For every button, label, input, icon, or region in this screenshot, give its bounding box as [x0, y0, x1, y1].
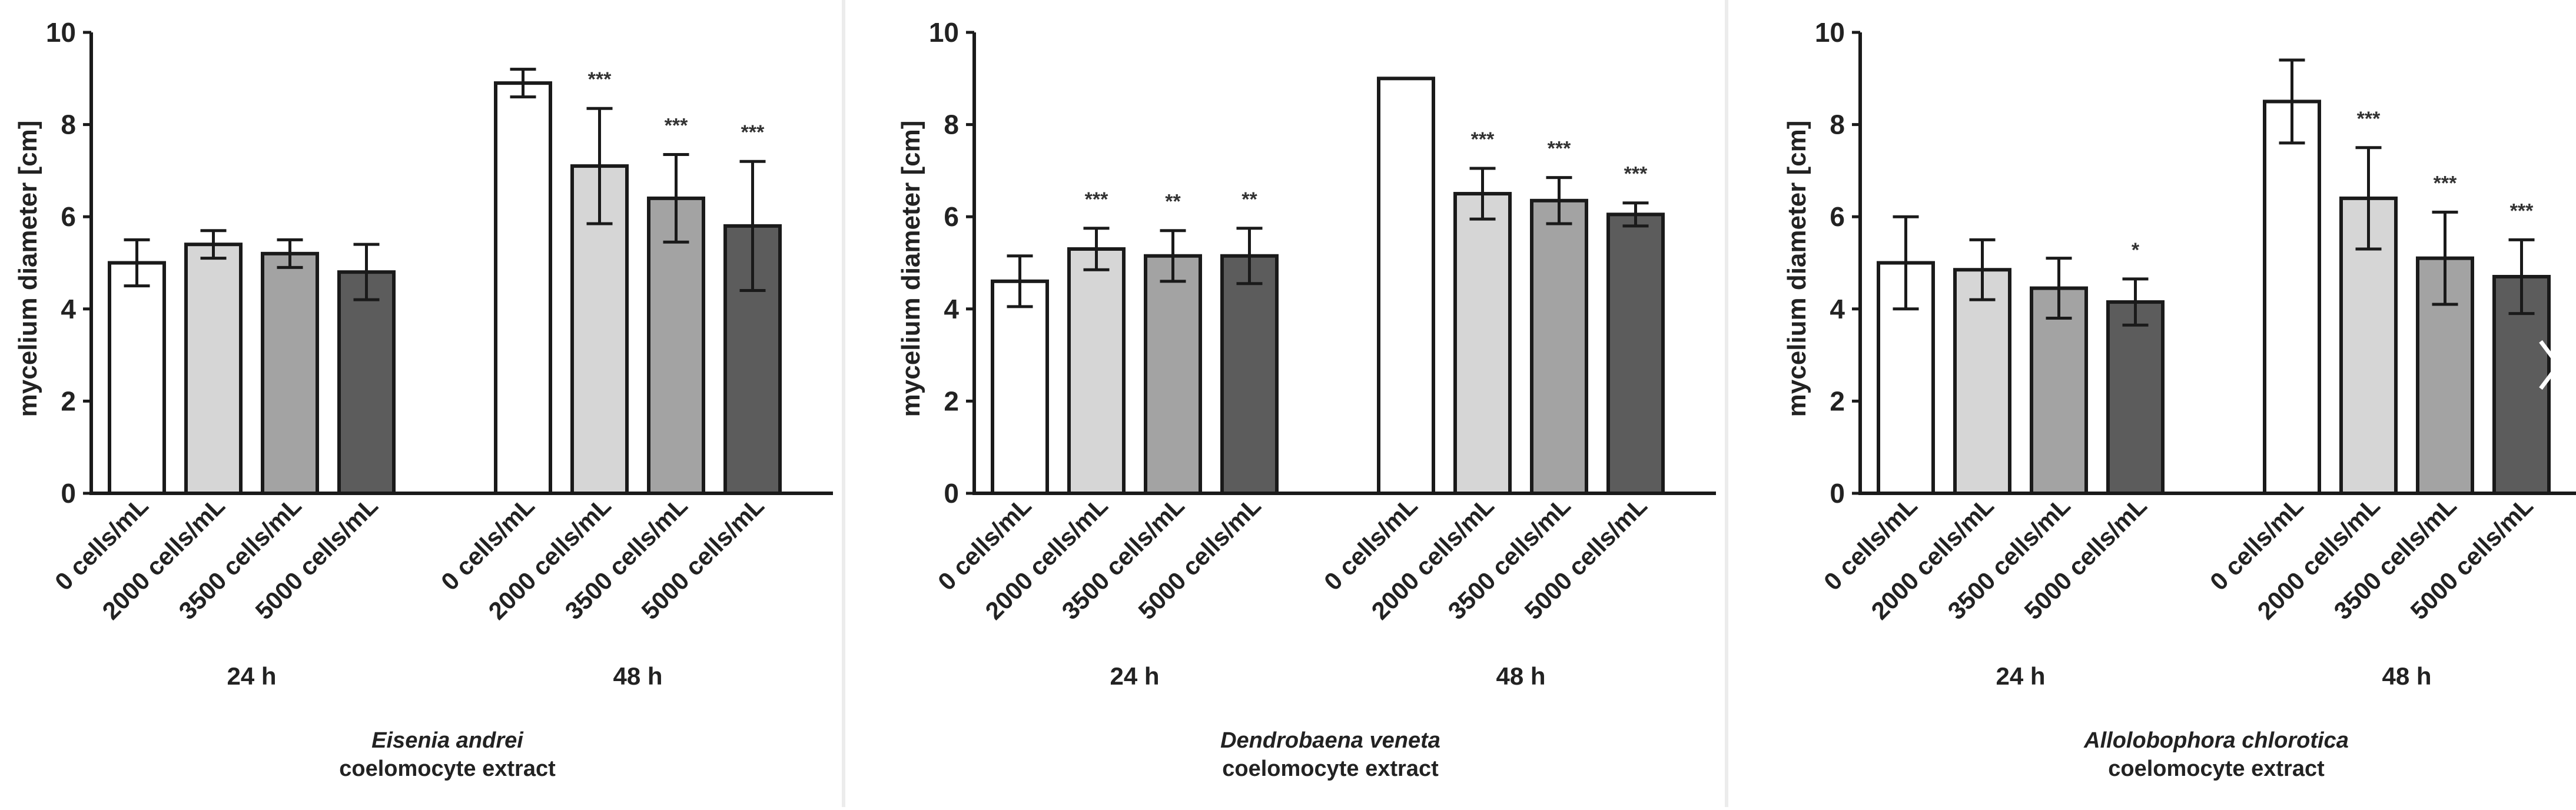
significance-marker: *** [1471, 128, 1495, 151]
bar-24h-2 [261, 251, 319, 495]
significance-marker: ** [1165, 191, 1181, 213]
caption-extract: coelomocyte extract [1222, 756, 1439, 781]
y-axis-label: mycelium diameter [cm] [1782, 121, 1811, 417]
caption-species: Dendrobaena veneta [1220, 728, 1440, 753]
y-tick-label: 8 [944, 109, 959, 140]
bar-48h-0 [494, 81, 552, 495]
bar-24h-3 [1220, 254, 1279, 495]
y-tick-label: 2 [1830, 386, 1845, 416]
panel-divider [1725, 0, 1728, 807]
group-label: 24 h [1110, 662, 1159, 690]
y-tick-label: 4 [61, 294, 76, 324]
y-tick-label: 10 [929, 17, 959, 48]
y-tick-label: 4 [944, 294, 959, 324]
bar-24h-0 [991, 279, 1049, 495]
y-tick-label: 0 [1830, 478, 1845, 509]
bar-24h-1 [1953, 268, 2011, 495]
significance-marker: *** [1624, 163, 1648, 185]
bar-24h-2 [1144, 254, 1202, 495]
bar-48h-3 [1606, 213, 1665, 495]
bar-24h-3 [2106, 300, 2165, 495]
bar-24h-3 [337, 270, 396, 495]
y-tick-label: 2 [944, 386, 959, 416]
caption-extract: coelomocyte extract [2108, 756, 2325, 781]
caption-species: Eisenia andrei [371, 728, 524, 753]
y-axis-label: mycelium diameter [cm] [14, 121, 42, 417]
group-label: 48 h [613, 662, 662, 690]
y-tick-label: 6 [1830, 201, 1845, 232]
y-tick-label: 0 [944, 478, 959, 509]
y-tick-label: 6 [944, 201, 959, 232]
significance-marker: *** [2434, 172, 2457, 194]
significance-marker: ** [1241, 188, 1257, 211]
y-axis-label: mycelium diameter [cm] [897, 121, 925, 417]
significance-marker: *** [2510, 200, 2534, 222]
significance-marker: *** [665, 114, 688, 137]
next-chevron-icon[interactable] [2539, 340, 2561, 390]
y-tick-label: 10 [1815, 17, 1845, 48]
significance-marker: *** [1548, 138, 1571, 160]
significance-marker: * [2132, 239, 2140, 261]
caption-extract: coelomocyte extract [339, 756, 556, 781]
bar-24h-1 [184, 243, 243, 495]
y-tick-label: 10 [46, 17, 76, 48]
y-tick-label: 0 [61, 478, 76, 509]
group-label: 24 h [227, 662, 276, 690]
y-tick-label: 4 [1830, 294, 1845, 324]
bar-24h-2 [2030, 286, 2088, 495]
caption-species: Allolobophora chlorotica [2083, 728, 2349, 753]
y-tick-label: 2 [61, 386, 76, 416]
significance-marker: *** [741, 121, 765, 144]
panel-divider [842, 0, 845, 807]
bar-48h-0 [1377, 77, 1435, 496]
bar-48h-1 [1453, 192, 1512, 495]
group-label: 24 h [1996, 662, 2045, 690]
bar-24h-1 [1067, 247, 1126, 495]
y-tick-label: 8 [61, 109, 76, 140]
bar-48h-0 [2263, 99, 2321, 495]
significance-marker: *** [2357, 108, 2381, 130]
y-tick-label: 8 [1830, 109, 1845, 140]
significance-marker: *** [588, 68, 612, 91]
bar-24h-0 [108, 261, 166, 495]
y-tick-label: 6 [61, 201, 76, 232]
significance-marker: *** [1085, 188, 1108, 211]
group-label: 48 h [2382, 662, 2431, 690]
group-label: 48 h [1496, 662, 1545, 690]
bar-48h-2 [1530, 198, 1588, 495]
bar-48h-2 [647, 196, 705, 495]
